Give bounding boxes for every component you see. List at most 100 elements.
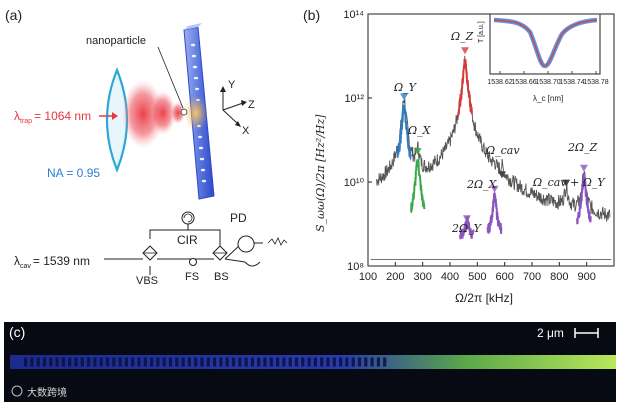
sem-hole [313, 357, 317, 367]
sem-hole [231, 357, 236, 367]
sem-hole [225, 357, 229, 367]
sem-holes [24, 357, 387, 367]
y-tick-label: 10¹² [344, 93, 364, 105]
sem-hole [168, 357, 173, 367]
sem-hole [238, 357, 242, 367]
sem-hole [345, 357, 349, 367]
omega-y-label: Ω_Y [393, 81, 418, 94]
cavity-wavelength: λcav = 1539 nm [14, 254, 90, 270]
inset-x-tick-label: 1538.66 [511, 79, 536, 86]
trap-beam-blob-1 [122, 80, 164, 148]
sem-hole [219, 357, 223, 367]
axis-x-arrow [235, 121, 241, 127]
optical-circuit [104, 222, 288, 275]
sem-hole [364, 357, 368, 367]
peak-trace [576, 172, 592, 225]
sem-hole [93, 357, 97, 367]
sem-hole [301, 357, 305, 367]
sem-hole [99, 357, 103, 367]
sem-hole [105, 357, 110, 367]
sem-hole [30, 357, 34, 367]
watermark-text: 大数跨境 [27, 386, 67, 399]
noise-spectrum-trace [375, 55, 611, 223]
peak-marker [461, 47, 470, 55]
sem-hole [213, 357, 217, 367]
axis-z-label: Z [248, 99, 255, 111]
peak-marker [490, 185, 499, 193]
omega-z-label: Ω_Z [450, 30, 474, 43]
axis-x-label: X [242, 125, 250, 137]
peak-trace [410, 159, 426, 214]
sem-hole [112, 357, 116, 367]
watermark-icon [11, 385, 23, 397]
axis-y-label: Y [228, 79, 236, 91]
sem-hole [250, 357, 254, 367]
trap-beam-blob-3 [171, 102, 185, 124]
sem-hole [87, 357, 91, 367]
peak-marker [413, 148, 422, 155]
x-tick-label: 200 [386, 271, 404, 283]
photodetector [237, 235, 255, 253]
nanoparticle [180, 108, 188, 116]
sem-hole [131, 357, 135, 367]
x-tick-label: 900 [577, 271, 595, 283]
sem-hole [294, 357, 299, 367]
omega-x-label: Ω_X [407, 124, 432, 137]
inset-x-label: λ_c [nm] [533, 94, 563, 103]
inset-x-tick-label: 1538.70 [535, 79, 560, 86]
y-tick-label: 10¹⁴ [343, 9, 364, 21]
panel-a-label: (a) [5, 7, 22, 23]
pd-label: PD [230, 211, 247, 225]
panel-a: (a) λtrap = 1064 nm NA = 0.95 nanoparticl… [5, 7, 288, 287]
sem-hole [288, 357, 292, 367]
coordinate-axes [222, 90, 244, 125]
sem-hole [282, 357, 286, 367]
vbs-label: VBS [136, 275, 158, 287]
sem-hole [175, 357, 179, 367]
sem-hole [150, 357, 154, 367]
x-tick-label: 400 [441, 271, 459, 283]
sem-hole [206, 357, 210, 367]
sem-hole [24, 357, 28, 367]
peak-trace [459, 215, 475, 240]
sem-hole [74, 357, 78, 367]
fiber-stretcher [189, 258, 197, 266]
sem-hole [376, 357, 380, 367]
sem-hole [156, 357, 160, 367]
x-tick-label: 600 [495, 271, 513, 283]
panel-b: (b) 100 200 300 400 500 600 700 800 90010⁸10¹⁰10… [303, 7, 615, 305]
x-tick-label: 700 [523, 271, 541, 283]
sem-hole [332, 357, 336, 367]
peak-marker [579, 164, 588, 172]
trap-arrow-head [112, 112, 118, 120]
sem-hole [162, 357, 166, 367]
bs-label: BS [214, 271, 229, 283]
sem-hole [42, 357, 47, 367]
inset-y-label: T [a.u.] [478, 21, 485, 43]
axis-y-arrow [220, 86, 226, 92]
x-tick-label: 500 [468, 271, 486, 283]
peak-trace [486, 192, 503, 234]
sem-hole [55, 357, 59, 367]
inset-x-tick-label: 1538.62 [487, 79, 512, 86]
two-omega-z-label: 2Ω_Z [567, 141, 598, 154]
sem-hole [307, 357, 311, 367]
y-tick-label: 10⁸ [347, 261, 364, 273]
sem-hole [143, 357, 147, 367]
cir-label: CIR [177, 233, 198, 247]
sem-hole [383, 357, 387, 367]
two-omega-y-label: 2Ω_Y [451, 222, 483, 235]
spectrum-plot: 100 200 300 400 500 600 700 800 900 10⁸ 10¹⁰ 10¹² 10… [343, 9, 612, 283]
peak-trace [396, 104, 412, 162]
sem-hole [276, 357, 280, 367]
peak-marker [462, 215, 471, 223]
nanoparticle-label: nanoparticle [86, 35, 146, 47]
sem-hole [339, 357, 343, 367]
panel-c: (c) 2 μm 大数跨境 [4, 322, 616, 402]
sem-nanobeam [10, 355, 616, 369]
sem-hole [263, 357, 267, 367]
panel-c-label: (c) [9, 324, 25, 340]
sem-hole [200, 357, 204, 367]
x-axis-title: Ω/2π [kHz] [455, 291, 513, 305]
